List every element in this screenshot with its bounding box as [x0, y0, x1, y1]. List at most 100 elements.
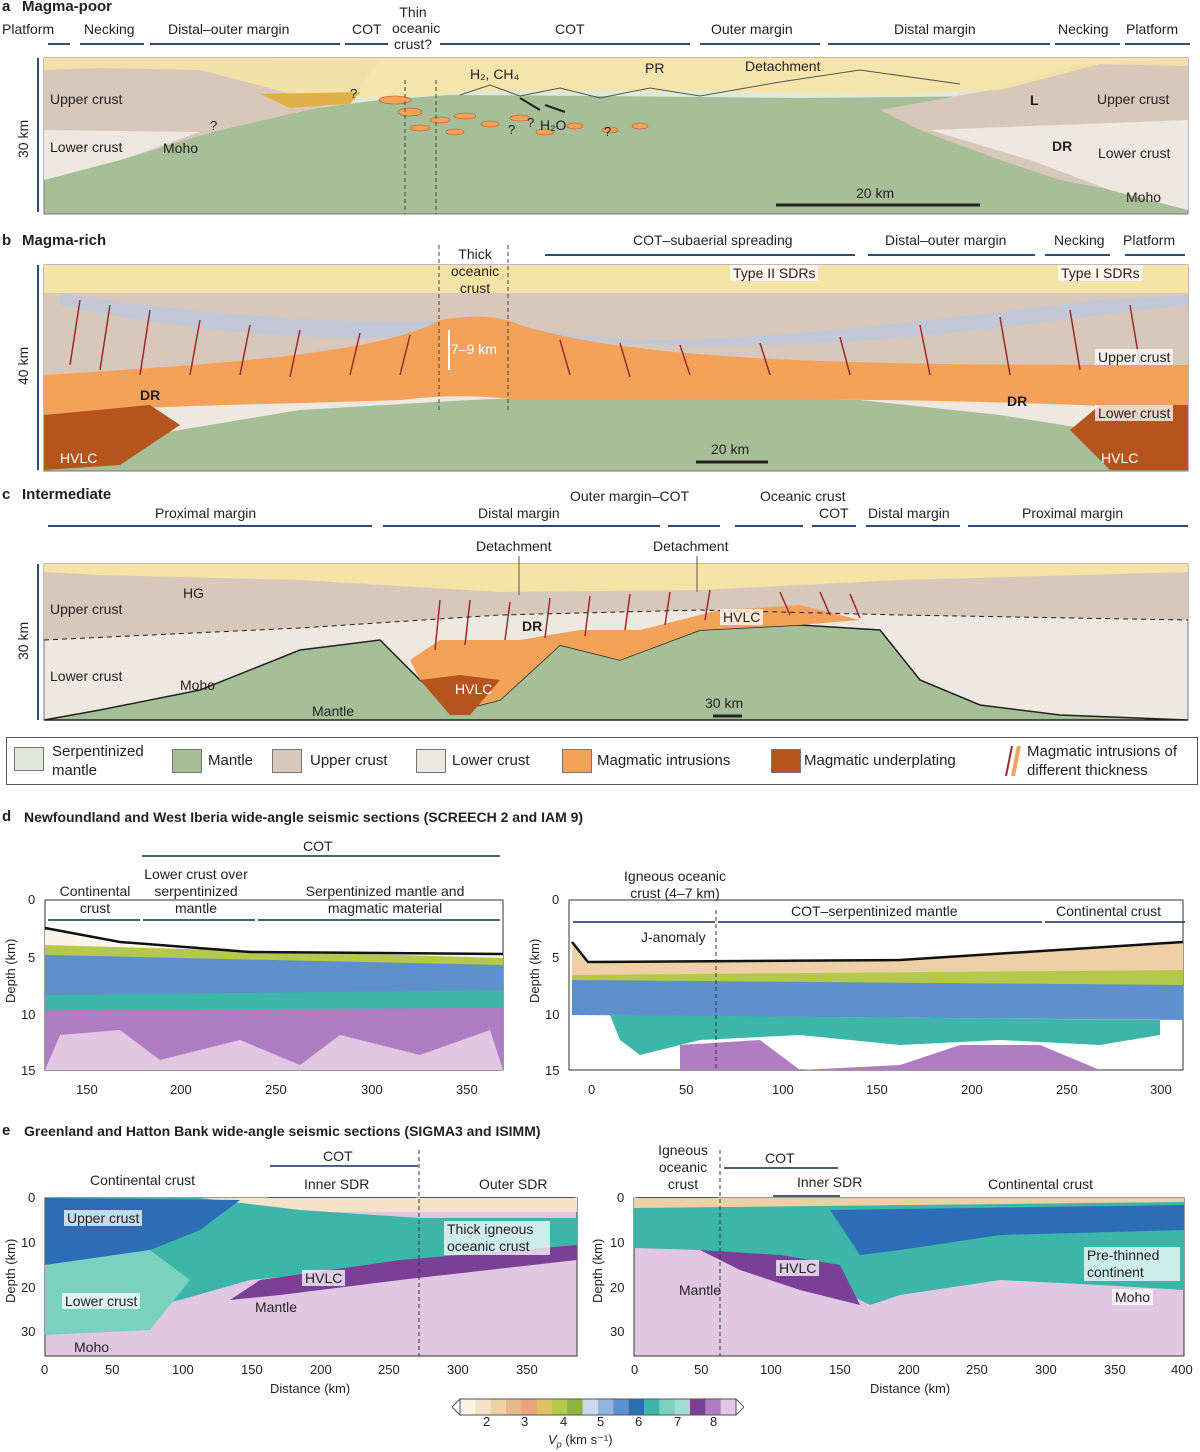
panel-c-detachment-1: Detachment [476, 538, 552, 554]
colorbar-cell [628, 1399, 645, 1415]
colorbar-cell [506, 1399, 522, 1415]
legend-label-dykes: Magmatic intrusions of different thickne… [1027, 743, 1178, 779]
panel-a-moho-right: Moho [1126, 189, 1162, 205]
panel-c-title: Intermediate [22, 486, 112, 503]
legend-label-serpentinized: Serpentinized mantle [52, 743, 144, 779]
panel-e-left-xtick-5: 250 [378, 1362, 400, 1377]
legend-swatch-underplating [771, 749, 801, 778]
panel-e-right-seg-1: COT [765, 1150, 795, 1166]
legend [6, 737, 1198, 785]
panel-a-fluid-arrows [519, 97, 566, 113]
colorbar-tick-1: 3 [521, 1414, 529, 1429]
panel-e-left-ytick-0: 0 [28, 1190, 36, 1205]
panel-d-left-ytick-0: 0 [28, 892, 36, 907]
panel-c-seg-0: Proximal margin [155, 505, 257, 521]
colorbar-label-sub: p [556, 1439, 562, 1450]
panel-c-seg-1: Distal margin [478, 505, 560, 521]
panel-c-upper-crust [44, 564, 1188, 640]
panel-d-right-ylabel: Depth (km) [527, 938, 542, 1003]
panel-d-left-ylabel: Depth (km) [3, 938, 18, 1003]
panel-c-upper-lower-boundary [43, 609, 1189, 641]
panel-c-lower-crust: Lower crust [50, 668, 123, 684]
panel-d-right-ytick-2: 10 [545, 1007, 560, 1022]
panel-b-seg-6: Type I SDRs [1058, 265, 1143, 281]
panel-a-lower-crust-right: Lower crust [1098, 145, 1171, 161]
panel-d-left-top-label: COT [303, 838, 333, 854]
panel-b-dr-left: DR [140, 387, 161, 403]
panel-e-left-xtick-4: 200 [310, 1362, 332, 1377]
panel-d-right-xtick-5: 250 [1056, 1082, 1078, 1097]
colorbar-cell [582, 1399, 599, 1415]
panel-e-left-xlabel: Distance (km) [270, 1381, 351, 1396]
panel-b-underplating [44, 405, 1188, 470]
panel-a-h2o: H₂O [540, 117, 567, 133]
panel-e-left-ytick-1: 10 [21, 1235, 36, 1250]
panel-a-upper-crust-left: Upper crust [50, 91, 123, 107]
panel-a-magmatic-lenses [378, 95, 649, 136]
colorbar-cells [460, 1399, 737, 1415]
panel-a-depth-label: 30 km [15, 119, 31, 158]
panel-c-upper-crust: Upper crust [50, 601, 123, 617]
legend-label-underplating: Magmatic underplating [804, 752, 956, 769]
colorbar-frame [459, 1398, 737, 1416]
panel-c-hvlc-2: HVLC [720, 609, 764, 625]
panel-b-dr-right: DR [1007, 393, 1028, 409]
legend-swatch-upper-crust [272, 749, 302, 778]
panel-d-right-blue [572, 980, 1183, 1020]
colorbar-cell [659, 1399, 676, 1415]
panel-a-diagram [37, 43, 1190, 215]
colorbar-cell [460, 1399, 476, 1415]
panel-c-dykes [434, 589, 861, 651]
panel-e-right-xlabel: Distance (km) [870, 1381, 951, 1396]
legend-swatch-intrusions [562, 749, 592, 778]
panel-e-left-ytick-3: 30 [21, 1324, 36, 1339]
panel-c-dr: DR [522, 618, 543, 634]
colorbar-cell [521, 1399, 538, 1415]
panel-c-seg-5: Distal margin [868, 505, 950, 521]
panel-d-left-seg-2: Serpentinized mantle and magmatic materi… [305, 883, 465, 916]
panel-b-sediments [44, 265, 1188, 293]
legend-swatch-mantle [172, 749, 202, 778]
colorbar-tick-0: 2 [483, 1414, 491, 1429]
colorbar-tick-4: 6 [635, 1414, 643, 1429]
panel-b-depth-label: 40 km [15, 346, 31, 385]
colorbar-tick-5: 7 [674, 1414, 682, 1429]
colorbar-label-unit: (km s⁻¹) [561, 1432, 613, 1447]
panel-a-seg-4: Thin oceanic crust? [392, 4, 441, 52]
panel-e-right-seg-2: Inner SDR [797, 1174, 863, 1190]
panel-c-mantle: Mantle [312, 703, 355, 719]
panel-e-right-hvlc: HVLC [776, 1260, 820, 1276]
panel-b-lower-crust: Lower crust [1095, 405, 1174, 421]
panel-d-left-seg-0: Continental crust [59, 883, 131, 916]
colorbar-tick-3: 5 [597, 1414, 605, 1429]
panel-a-lower-crust-right [930, 120, 1188, 210]
panel-d-right-ytick-3: 15 [545, 1063, 560, 1078]
panel-d-left-deep [45, 1030, 503, 1070]
panel-a-moho-left: Moho [163, 140, 199, 156]
panel-a-seg-3: COT [352, 21, 382, 37]
panel-a-h2ch4: H₂, CH₄ [470, 66, 520, 82]
panel-a-seg-9: Platform [1126, 21, 1179, 37]
panel-d-title: Newfoundland and West Iberia wide-angle … [24, 809, 584, 825]
panel-a-sediments [44, 58, 1188, 98]
panel-d-left-ytick-3: 15 [21, 1063, 36, 1078]
panel-e-left-seg-2: Inner SDR [304, 1176, 370, 1192]
panel-d-left-seg-1: Lower crust over serpentinized mantle [144, 866, 248, 916]
panel-a-q1: ? [350, 86, 358, 101]
panel-d-right-ytick-1: 5 [552, 950, 560, 965]
panel-a-seg-8: Necking [1058, 21, 1109, 37]
colorbar-cell [644, 1399, 660, 1415]
panel-b-sdr-wedges [60, 293, 1188, 358]
panel-e-left-hvlc [230, 1245, 577, 1300]
panel-a-seg-0: Platform [2, 21, 55, 37]
panel-a-dr: DR [1052, 138, 1073, 154]
panel-a-scale-label: 20 km [856, 185, 895, 201]
panel-a-topography [459, 69, 961, 99]
panel-e-right-moho: Moho [1112, 1289, 1154, 1305]
panel-d-left-xtick-4: 350 [456, 1082, 478, 1097]
panel-e-left-xtick-1: 50 [105, 1362, 120, 1377]
panel-e-right-xtick-4: 200 [898, 1362, 920, 1377]
legend-label-intrusions: Magmatic intrusions [597, 752, 731, 769]
panel-c-detachment-2: Detachment [653, 538, 729, 554]
panel-e-left-thick-igneous: Thick igneous oceanic crust [444, 1221, 550, 1255]
